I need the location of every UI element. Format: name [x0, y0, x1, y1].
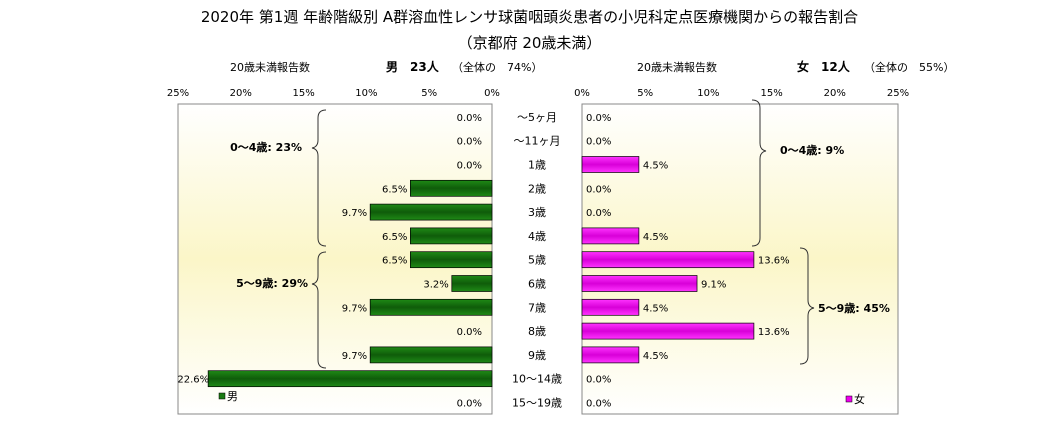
female-bar — [581, 322, 755, 340]
male-value-label: 6.5% — [382, 256, 407, 267]
female-summary-label: 女 — [797, 59, 809, 74]
female-summary-count: 12人 — [821, 59, 851, 74]
male-bar — [451, 275, 493, 292]
category-label: 1歳 — [528, 159, 546, 172]
male-header: 20歳未満報告数 — [230, 61, 310, 74]
male-axis-tick-label: 20% — [230, 88, 252, 99]
male-legend-label: 男 — [227, 390, 238, 403]
category-label: 15～19歳 — [512, 397, 562, 410]
category-label: ～5ヶ月 — [517, 111, 557, 124]
female-brace-5-9 — [799, 247, 815, 365]
female-header: 20歳未満報告数 — [637, 61, 717, 74]
male-bar — [369, 346, 493, 364]
category-label: 2歳 — [528, 182, 546, 195]
female-value-label: 0.0% — [586, 113, 611, 124]
male-group-label-5-9: 5～9歳: 29% — [236, 276, 308, 290]
chart-title: 2020年 第1週 年齢階級別 A群溶血性レンサ球菌咽頭炎患者の小児科定点医療機… — [200, 8, 859, 26]
male-bar — [410, 251, 493, 269]
male-value-label: 6.5% — [382, 232, 407, 243]
male-value-label: 0.0% — [457, 113, 482, 124]
female-group-label-0-4: 0～4歳: 9% — [780, 143, 844, 157]
category-label: 9歳 — [528, 349, 546, 362]
female-brace-0-4 — [751, 99, 767, 247]
female-axis-tick-label: 25% — [887, 88, 909, 99]
category-label: 6歳 — [528, 278, 546, 291]
female-value-label: 4.5% — [643, 351, 668, 362]
female-value-label: 13.6% — [758, 256, 790, 267]
male-value-label: 22.6% — [177, 375, 209, 386]
female-value-label: 0.0% — [586, 184, 611, 195]
male-value-label: 0.0% — [457, 327, 482, 338]
female-axis-tick-label: 15% — [760, 88, 782, 99]
male-group-label-0-4: 0～4歳: 23% — [230, 140, 302, 154]
category-label: 3歳 — [528, 206, 546, 219]
female-axis-tick-label: 0% — [574, 88, 590, 99]
female-value-label: 4.5% — [643, 303, 668, 314]
female-bar — [581, 298, 640, 316]
category-label: 4歳 — [528, 230, 546, 243]
male-axis-tick-label: 0% — [484, 88, 500, 99]
male-legend-swatch — [218, 392, 226, 400]
male-axis-tick-label: 15% — [292, 88, 314, 99]
male-axis-tick-label: 5% — [421, 88, 437, 99]
category-label: 7歳 — [528, 301, 546, 314]
female-legend-label: 女 — [854, 392, 865, 406]
category-label: 5歳 — [528, 254, 546, 267]
female-value-label: 4.5% — [643, 161, 668, 172]
female-bar — [581, 227, 640, 245]
male-value-label: 6.5% — [382, 184, 407, 195]
female-axis-tick-label: 5% — [637, 88, 653, 99]
female-value-label: 0.0% — [586, 375, 611, 386]
male-axis-tick-label: 10% — [355, 88, 377, 99]
male-value-label: 3.2% — [423, 280, 448, 291]
male-summary-count: 23人 — [410, 59, 440, 74]
female-bar — [581, 156, 640, 173]
male-value-label: 9.7% — [342, 208, 367, 219]
category-label: 10～14歳 — [512, 373, 562, 386]
female-value-label: 4.5% — [643, 232, 668, 243]
female-bar — [581, 275, 698, 292]
male-value-label: 9.7% — [342, 351, 367, 362]
male-summary-share: （全体の 74%） — [452, 60, 542, 74]
male-value-label: 0.0% — [457, 399, 482, 410]
male-brace-5-9 — [311, 251, 327, 369]
female-value-label: 0.0% — [586, 137, 611, 148]
male-axis-tick-label: 25% — [167, 88, 189, 99]
female-value-label: 0.0% — [586, 399, 611, 410]
female-summary-share: （全体の 55%） — [864, 60, 954, 74]
male-value-label: 0.0% — [457, 161, 482, 172]
female-bar — [581, 251, 755, 269]
female-value-label: 9.1% — [701, 280, 726, 291]
male-bar — [369, 203, 493, 221]
female-value-label: 0.0% — [586, 208, 611, 219]
category-label: ～11ヶ月 — [514, 135, 561, 148]
female-group-label-5-9: 5～9歳: 45% — [818, 301, 890, 315]
male-brace-0-4 — [311, 109, 327, 247]
female-legend-swatch — [845, 395, 853, 403]
male-value-label: 9.7% — [342, 303, 367, 314]
male-value-label: 0.0% — [457, 137, 482, 148]
male-summary-label: 男 — [386, 60, 398, 74]
male-bar — [207, 370, 493, 388]
female-value-label: 13.6% — [758, 327, 790, 338]
male-bar — [410, 227, 493, 245]
male-bar — [410, 179, 493, 197]
female-axis-tick-label: 10% — [697, 88, 719, 99]
chart-subtitle: （京都府 20歳未満） — [457, 34, 602, 52]
male-bar — [369, 298, 493, 316]
female-bar — [581, 346, 640, 364]
category-label: 8歳 — [528, 325, 546, 338]
female-axis-tick-label: 20% — [824, 88, 846, 99]
